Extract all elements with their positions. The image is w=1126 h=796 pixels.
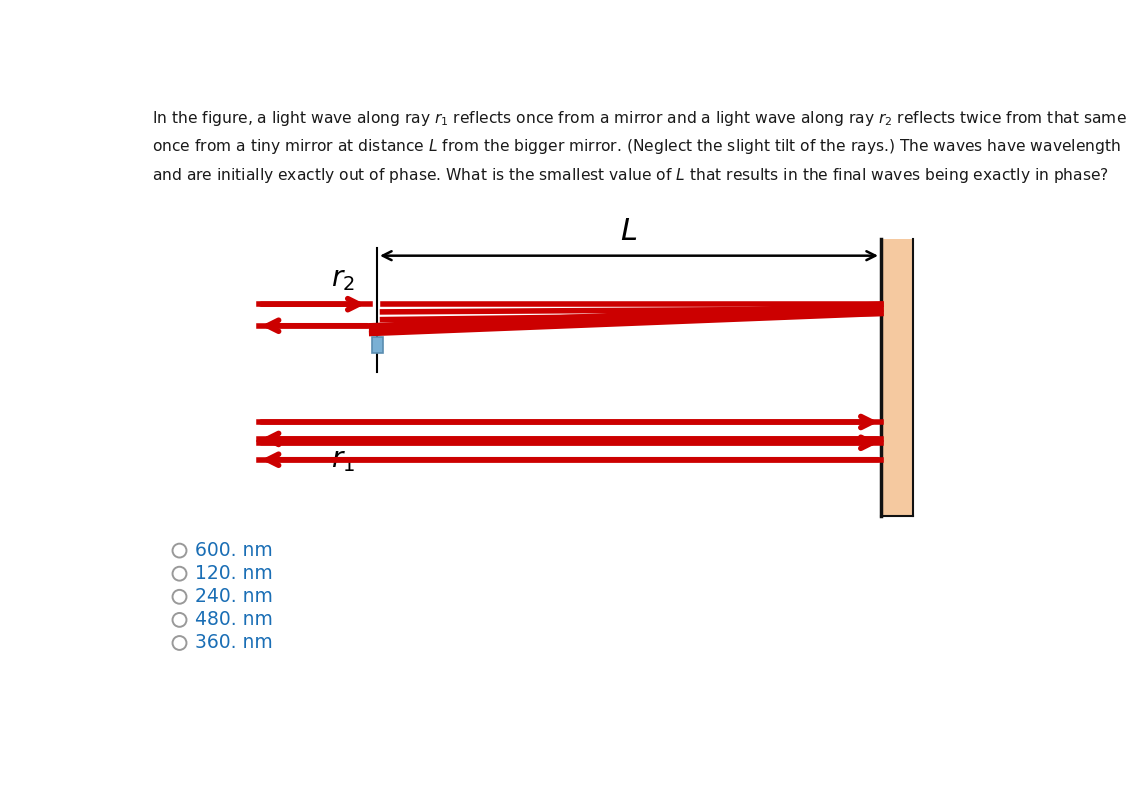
Text: 240. nm: 240. nm	[195, 587, 272, 607]
Text: 360. nm: 360. nm	[195, 634, 272, 653]
Text: $r_2$: $r_2$	[331, 265, 355, 293]
Text: 120. nm: 120. nm	[195, 564, 272, 583]
Text: $L$: $L$	[620, 217, 637, 247]
Text: 480. nm: 480. nm	[195, 611, 272, 630]
Text: and are initially exactly out of phase. What is the smallest value of $L$ that r: and are initially exactly out of phase. …	[152, 166, 1109, 185]
Text: once from a tiny mirror at distance $L$ from the bigger mirror. (Neglect the sli: once from a tiny mirror at distance $L$ …	[152, 138, 1126, 157]
Bar	[372, 337, 383, 353]
Bar	[881, 239, 913, 516]
Text: $r_1$: $r_1$	[331, 447, 355, 474]
Text: In the figure, a light wave along ray $r_1$ reflects once from a mirror and a li: In the figure, a light wave along ray $r…	[152, 109, 1126, 128]
Text: 600. nm: 600. nm	[195, 541, 272, 560]
